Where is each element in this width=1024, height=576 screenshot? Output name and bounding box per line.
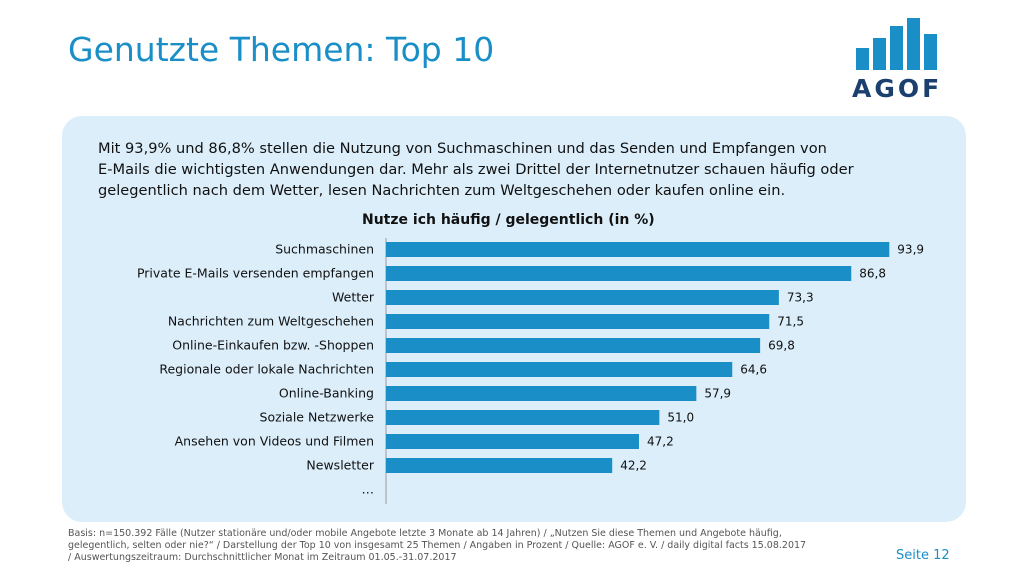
bar [386,458,613,473]
more-categories-label: … [362,482,375,497]
category-label: Suchmaschinen [275,242,374,257]
logo-bar [924,34,937,70]
footnote: Basis: n=150.392 Fälle (Nutzer stationär… [68,528,868,564]
category-label: Newsletter [306,458,374,473]
bar [386,338,761,353]
page-number: Seite 12 [896,548,950,563]
bar [386,362,733,377]
bar [386,386,697,401]
category-label: Online-Banking [279,386,374,401]
intro-text: Mit 93,9% und 86,8% stellen die Nutzung … [98,138,938,201]
logo-bar [890,26,903,70]
logo-bars-icon [856,18,940,70]
bar [386,410,660,425]
data-label: 73,3 [787,291,814,305]
data-label: 93,9 [897,243,924,257]
chart-title: Nutze ich häufig / gelegentlich (in %) [362,212,655,228]
data-label: 64,6 [740,363,767,377]
bar [386,290,779,305]
footnote-line: Basis: n=150.392 Fälle (Nutzer stationär… [68,528,782,539]
category-label: Nachrichten zum Weltgeschehen [168,314,374,329]
data-label: 57,9 [704,387,731,401]
intro-line: Mit 93,9% und 86,8% stellen die Nutzung … [98,140,827,157]
category-label: Ansehen von Videos und Filmen [175,434,374,449]
agof-logo: AGOF [850,18,950,103]
bar [386,242,890,257]
bar [386,434,639,449]
intro-line: gelegentlich nach dem Wetter, lesen Nach… [98,182,786,199]
page-title: Genutzte Themen: Top 10 [68,30,495,69]
logo-bar [907,18,920,70]
footnote-line: gelegentlich, selten oder nie?“ / Darste… [68,540,807,551]
footnote-line: / Auswertungszeitraum: Durchschnittliche… [68,552,457,563]
category-label: Wetter [332,290,375,305]
logo-bar [856,48,869,70]
logo-bar [873,38,886,70]
category-label: Private E-Mails versenden empfangen [137,266,374,281]
data-label: 51,0 [667,411,694,425]
data-label: 86,8 [859,267,886,281]
category-label: Regionale oder lokale Nachrichten [159,362,374,377]
intro-line: E-Mails die wichtigsten Anwendungen dar.… [98,161,854,178]
category-label: Online-Einkaufen bzw. -Shoppen [172,338,374,353]
data-label: 71,5 [777,315,804,329]
data-label: 47,2 [647,435,674,449]
bar [386,266,852,281]
category-label: Soziale Netzwerke [260,410,375,425]
data-label: 69,8 [768,339,795,353]
logo-text: AGOF [852,74,943,103]
bar [386,314,770,329]
data-label: 42,2 [620,459,647,473]
